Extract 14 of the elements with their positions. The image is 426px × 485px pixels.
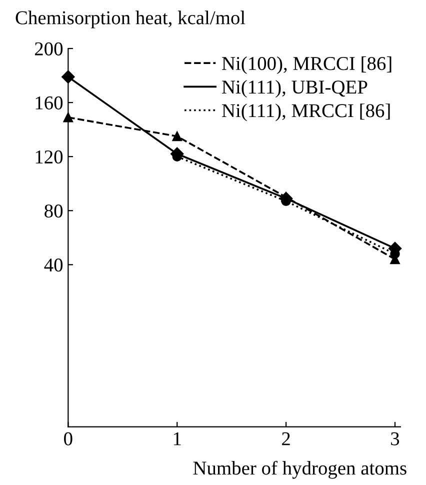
legend-label: Ni(100), MRCCI [86] bbox=[222, 56, 392, 74]
y-tick-label: 160 bbox=[36, 96, 63, 110]
x-tick-label: 2 bbox=[282, 432, 290, 446]
y-axis-title: Chemisorption heat, kcal/mol bbox=[16, 10, 246, 28]
x-tick-label: 3 bbox=[391, 432, 400, 446]
x-tick-label: 1 bbox=[174, 432, 181, 446]
y-tick-label: 200 bbox=[34, 42, 63, 56]
x-axis-title: Number of hydrogen atoms bbox=[193, 460, 406, 479]
x-tick-label: 0 bbox=[64, 432, 72, 446]
legend-label: Ni(111), UBI-QEP bbox=[222, 80, 368, 98]
y-tick-label: 40 bbox=[44, 258, 63, 272]
y-tick-label: 80 bbox=[44, 204, 63, 218]
y-tick-label: 120 bbox=[36, 150, 63, 164]
legend-label: Ni(111), MRCCI [86] bbox=[222, 104, 390, 122]
